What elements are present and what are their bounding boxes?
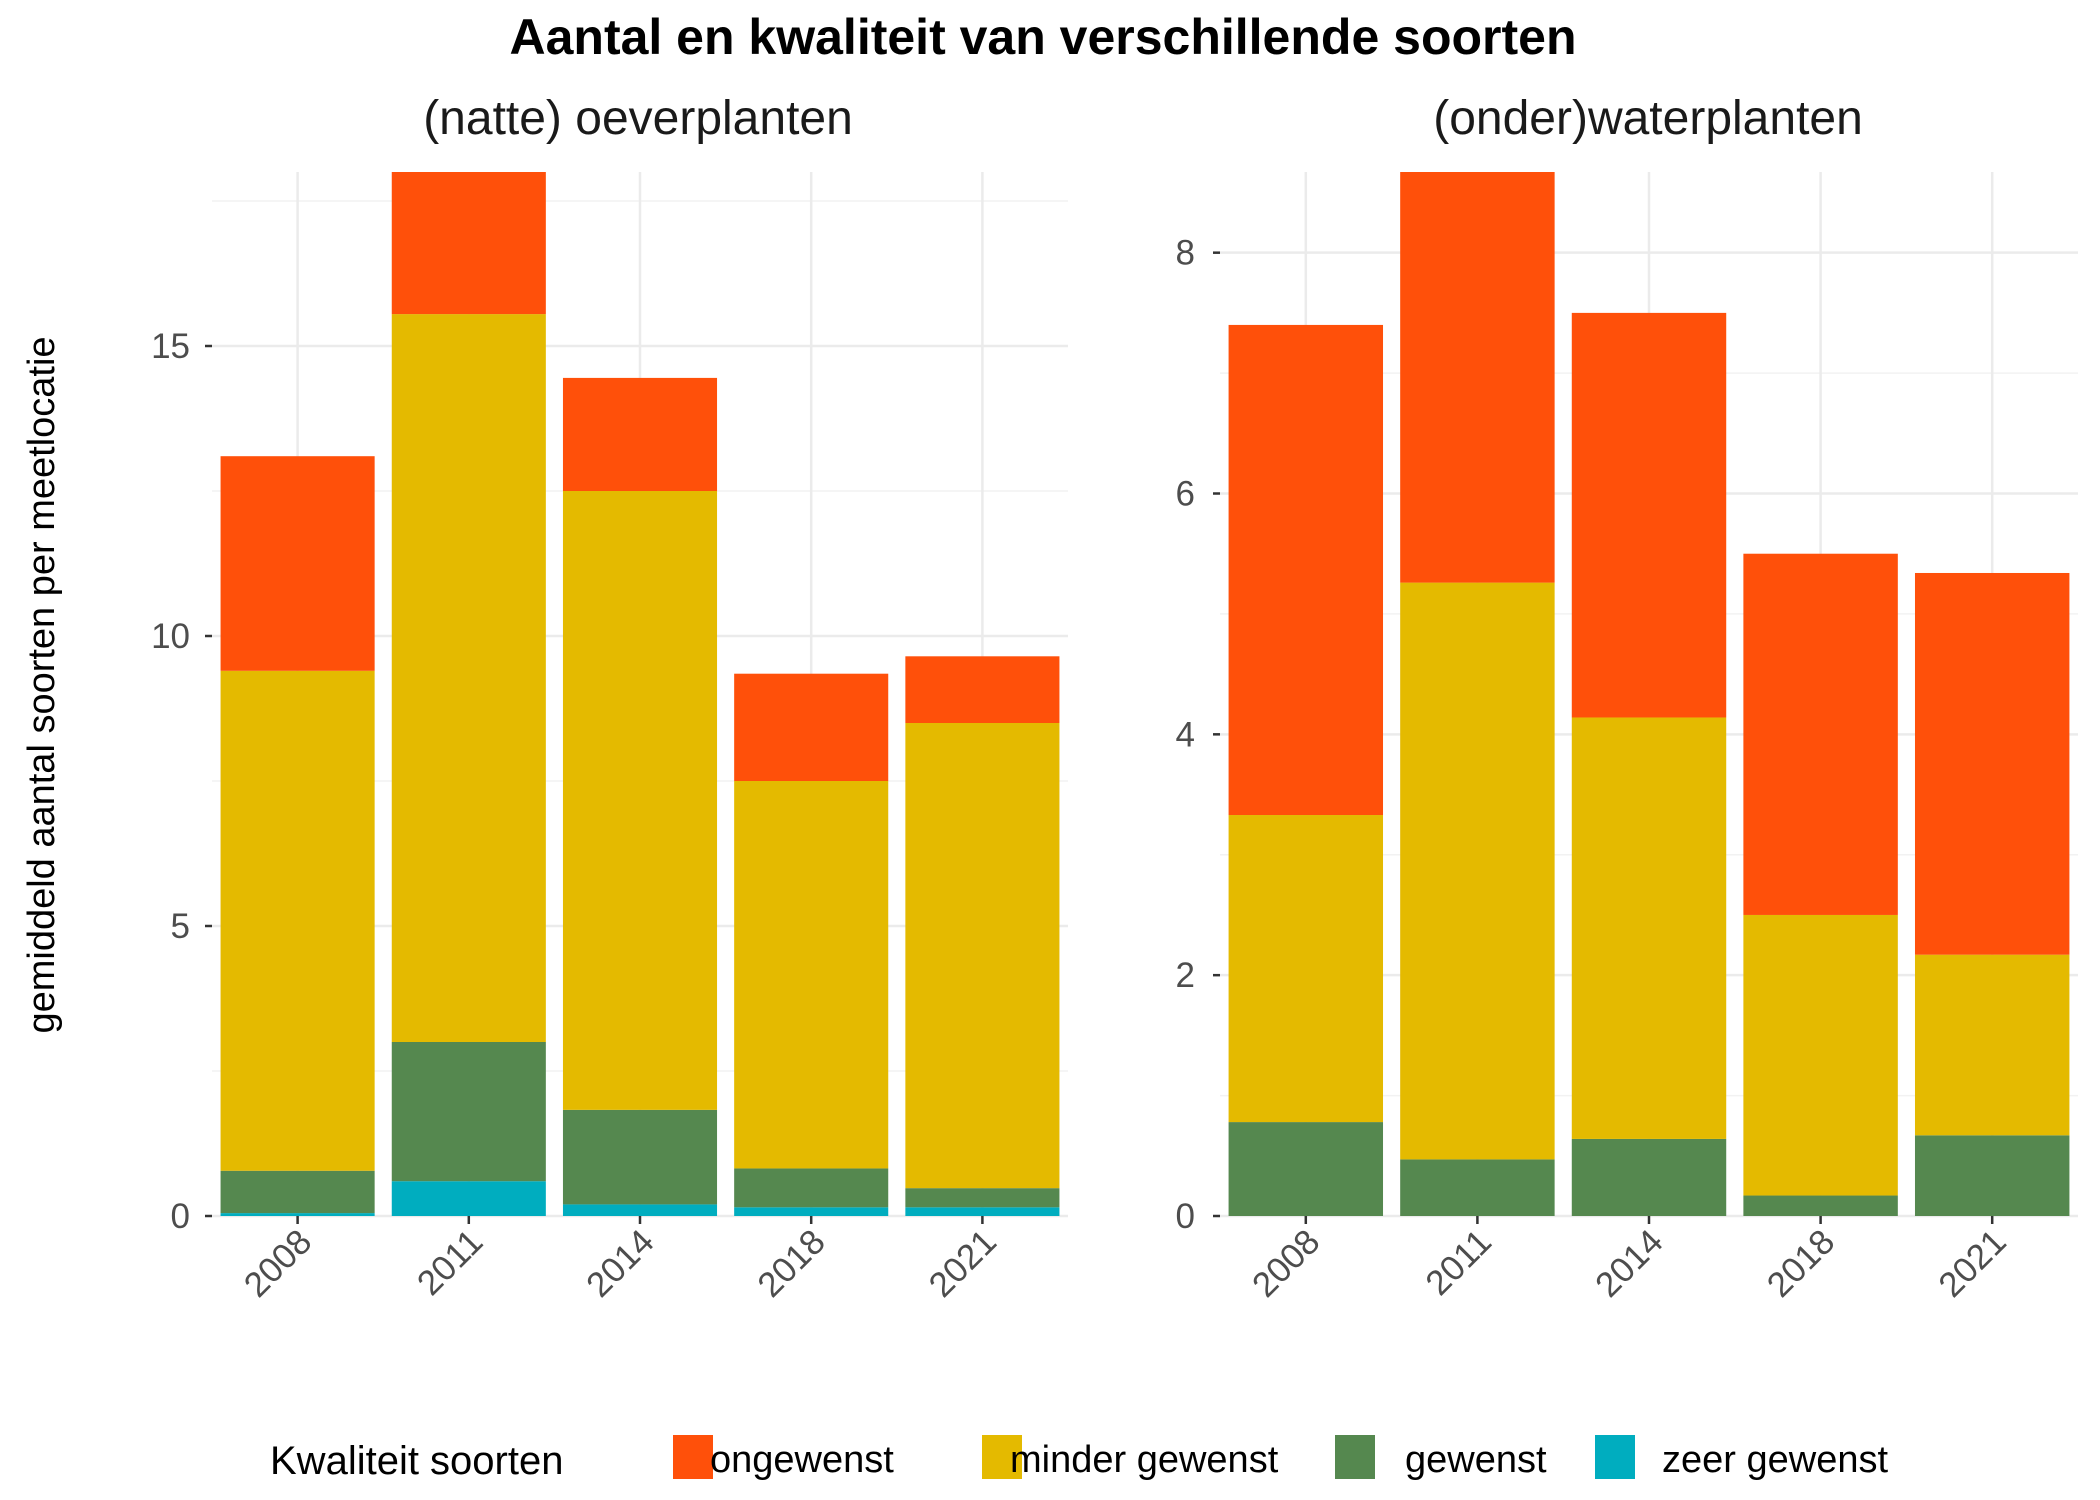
bar-segment-gewenst-2011 bbox=[391, 1042, 546, 1182]
bar-segment-ongewenst-2014 bbox=[562, 377, 718, 491]
y-tick-label: 4 bbox=[1176, 715, 1195, 754]
bar-segment-zeer-gewenst-2021 bbox=[905, 1207, 1060, 1216]
y-tick-label: 0 bbox=[171, 1197, 190, 1236]
y-tick-label: 15 bbox=[151, 327, 190, 366]
y-tick-label: 2 bbox=[1176, 956, 1195, 995]
bar-segment-minder-gewenst-2014 bbox=[562, 491, 718, 1110]
x-tick-label: 2008 bbox=[1245, 1222, 1328, 1305]
bar-segment-gewenst-2014 bbox=[1571, 1138, 1727, 1216]
bar-segment-minder-gewenst-2018 bbox=[1743, 914, 1898, 1196]
legend-label-zeer-gewenst: zeer gewenst bbox=[1662, 1439, 1888, 1481]
bar-segment-gewenst-2018 bbox=[734, 1168, 889, 1208]
legend: Kwaliteit soorten ongewenst minder gewens… bbox=[270, 1435, 1888, 1483]
bar-segment-ongewenst-2021 bbox=[905, 656, 1060, 723]
bar-segment-ongewenst-2011 bbox=[1400, 172, 1555, 583]
x-tick-label: 2014 bbox=[579, 1222, 662, 1305]
bar-segment-ongewenst-2014 bbox=[1571, 312, 1727, 718]
x-tick-label: 2018 bbox=[1760, 1222, 1843, 1305]
bar-segment-minder-gewenst-2018 bbox=[734, 781, 889, 1169]
bar-segment-minder-gewenst-2008 bbox=[1228, 815, 1384, 1123]
y-tick-label: 8 bbox=[1176, 234, 1195, 273]
bar-segment-zeer-gewenst-2011 bbox=[391, 1181, 546, 1216]
bar-segment-ongewenst-2021 bbox=[1914, 572, 2070, 955]
legend-key-minder-gewenst bbox=[982, 1435, 1022, 1479]
legend-title: Kwaliteit soorten bbox=[270, 1439, 563, 1483]
bar-segment-gewenst-2011 bbox=[1400, 1159, 1555, 1216]
x-tick-label: 2014 bbox=[1588, 1222, 1671, 1305]
panel-title: (natte) oeverplanten bbox=[423, 92, 853, 145]
bar-segment-ongewenst-2018 bbox=[734, 673, 889, 781]
legend-label-gewenst: gewenst bbox=[1405, 1439, 1547, 1481]
bar-segment-gewenst-2021 bbox=[1914, 1135, 2070, 1216]
panel-1: (natte) oeverplanten 0 5 10 15 2008 2011 2014 20… bbox=[151, 92, 1068, 1305]
bar-segment-gewenst-2008 bbox=[1228, 1122, 1384, 1216]
x-tick-label: 2021 bbox=[921, 1222, 1004, 1305]
panel-title: (onder)waterplanten bbox=[1433, 92, 1863, 145]
bar-segment-gewenst-2021 bbox=[905, 1188, 1060, 1208]
bar-segment-minder-gewenst-2021 bbox=[905, 723, 1060, 1189]
y-tick-label: 10 bbox=[151, 617, 190, 656]
x-tick-label: 2011 bbox=[1418, 1222, 1499, 1303]
legend-key-gewenst bbox=[1335, 1435, 1375, 1479]
legend-label-minder-gewenst: minder gewenst bbox=[1010, 1439, 1279, 1481]
y-tick-label: 6 bbox=[1176, 475, 1195, 514]
bar-segment-ongewenst-2008 bbox=[1228, 324, 1384, 816]
panel-2: (onder)waterplanten 0 2 4 6 8 2008 2011 2014 2018… bbox=[1176, 92, 2078, 1305]
bar-segment-gewenst-2008 bbox=[220, 1170, 375, 1214]
y-tick-label: 5 bbox=[171, 907, 190, 946]
legend-key-zeer-gewenst bbox=[1595, 1435, 1635, 1479]
bar-segment-zeer-gewenst-2018 bbox=[734, 1207, 889, 1216]
bar-segment-gewenst-2014 bbox=[562, 1109, 718, 1205]
bar-segment-zeer-gewenst-2008 bbox=[220, 1213, 375, 1216]
x-tick-label: 2008 bbox=[237, 1222, 320, 1305]
bar-segment-zeer-gewenst-2014 bbox=[562, 1204, 718, 1216]
bar-segment-ongewenst-2011 bbox=[391, 172, 546, 315]
legend-key-ongewenst bbox=[673, 1435, 713, 1479]
legend-label-ongewenst: ongewenst bbox=[710, 1439, 894, 1481]
bar-segment-gewenst-2018 bbox=[1743, 1195, 1898, 1216]
bar-segment-minder-gewenst-2021 bbox=[1914, 954, 2070, 1136]
x-tick-label: 2011 bbox=[410, 1222, 491, 1303]
bar-segment-ongewenst-2018 bbox=[1743, 553, 1898, 915]
bar-segment-minder-gewenst-2011 bbox=[391, 314, 546, 1043]
bar-segment-minder-gewenst-2008 bbox=[220, 670, 375, 1171]
bar-segment-minder-gewenst-2011 bbox=[1400, 582, 1555, 1160]
chart-title: Aantal en kwaliteit van verschillende so… bbox=[509, 9, 1576, 65]
x-tick-label: 2018 bbox=[750, 1222, 833, 1305]
y-tick-label: 0 bbox=[1176, 1197, 1195, 1236]
bar-segment-ongewenst-2008 bbox=[220, 456, 375, 671]
bar-segment-minder-gewenst-2014 bbox=[1571, 717, 1727, 1139]
y-axis-title: gemiddeld aantal soorten per meetlocatie bbox=[21, 336, 63, 1033]
x-tick-label: 2021 bbox=[1931, 1222, 2014, 1305]
